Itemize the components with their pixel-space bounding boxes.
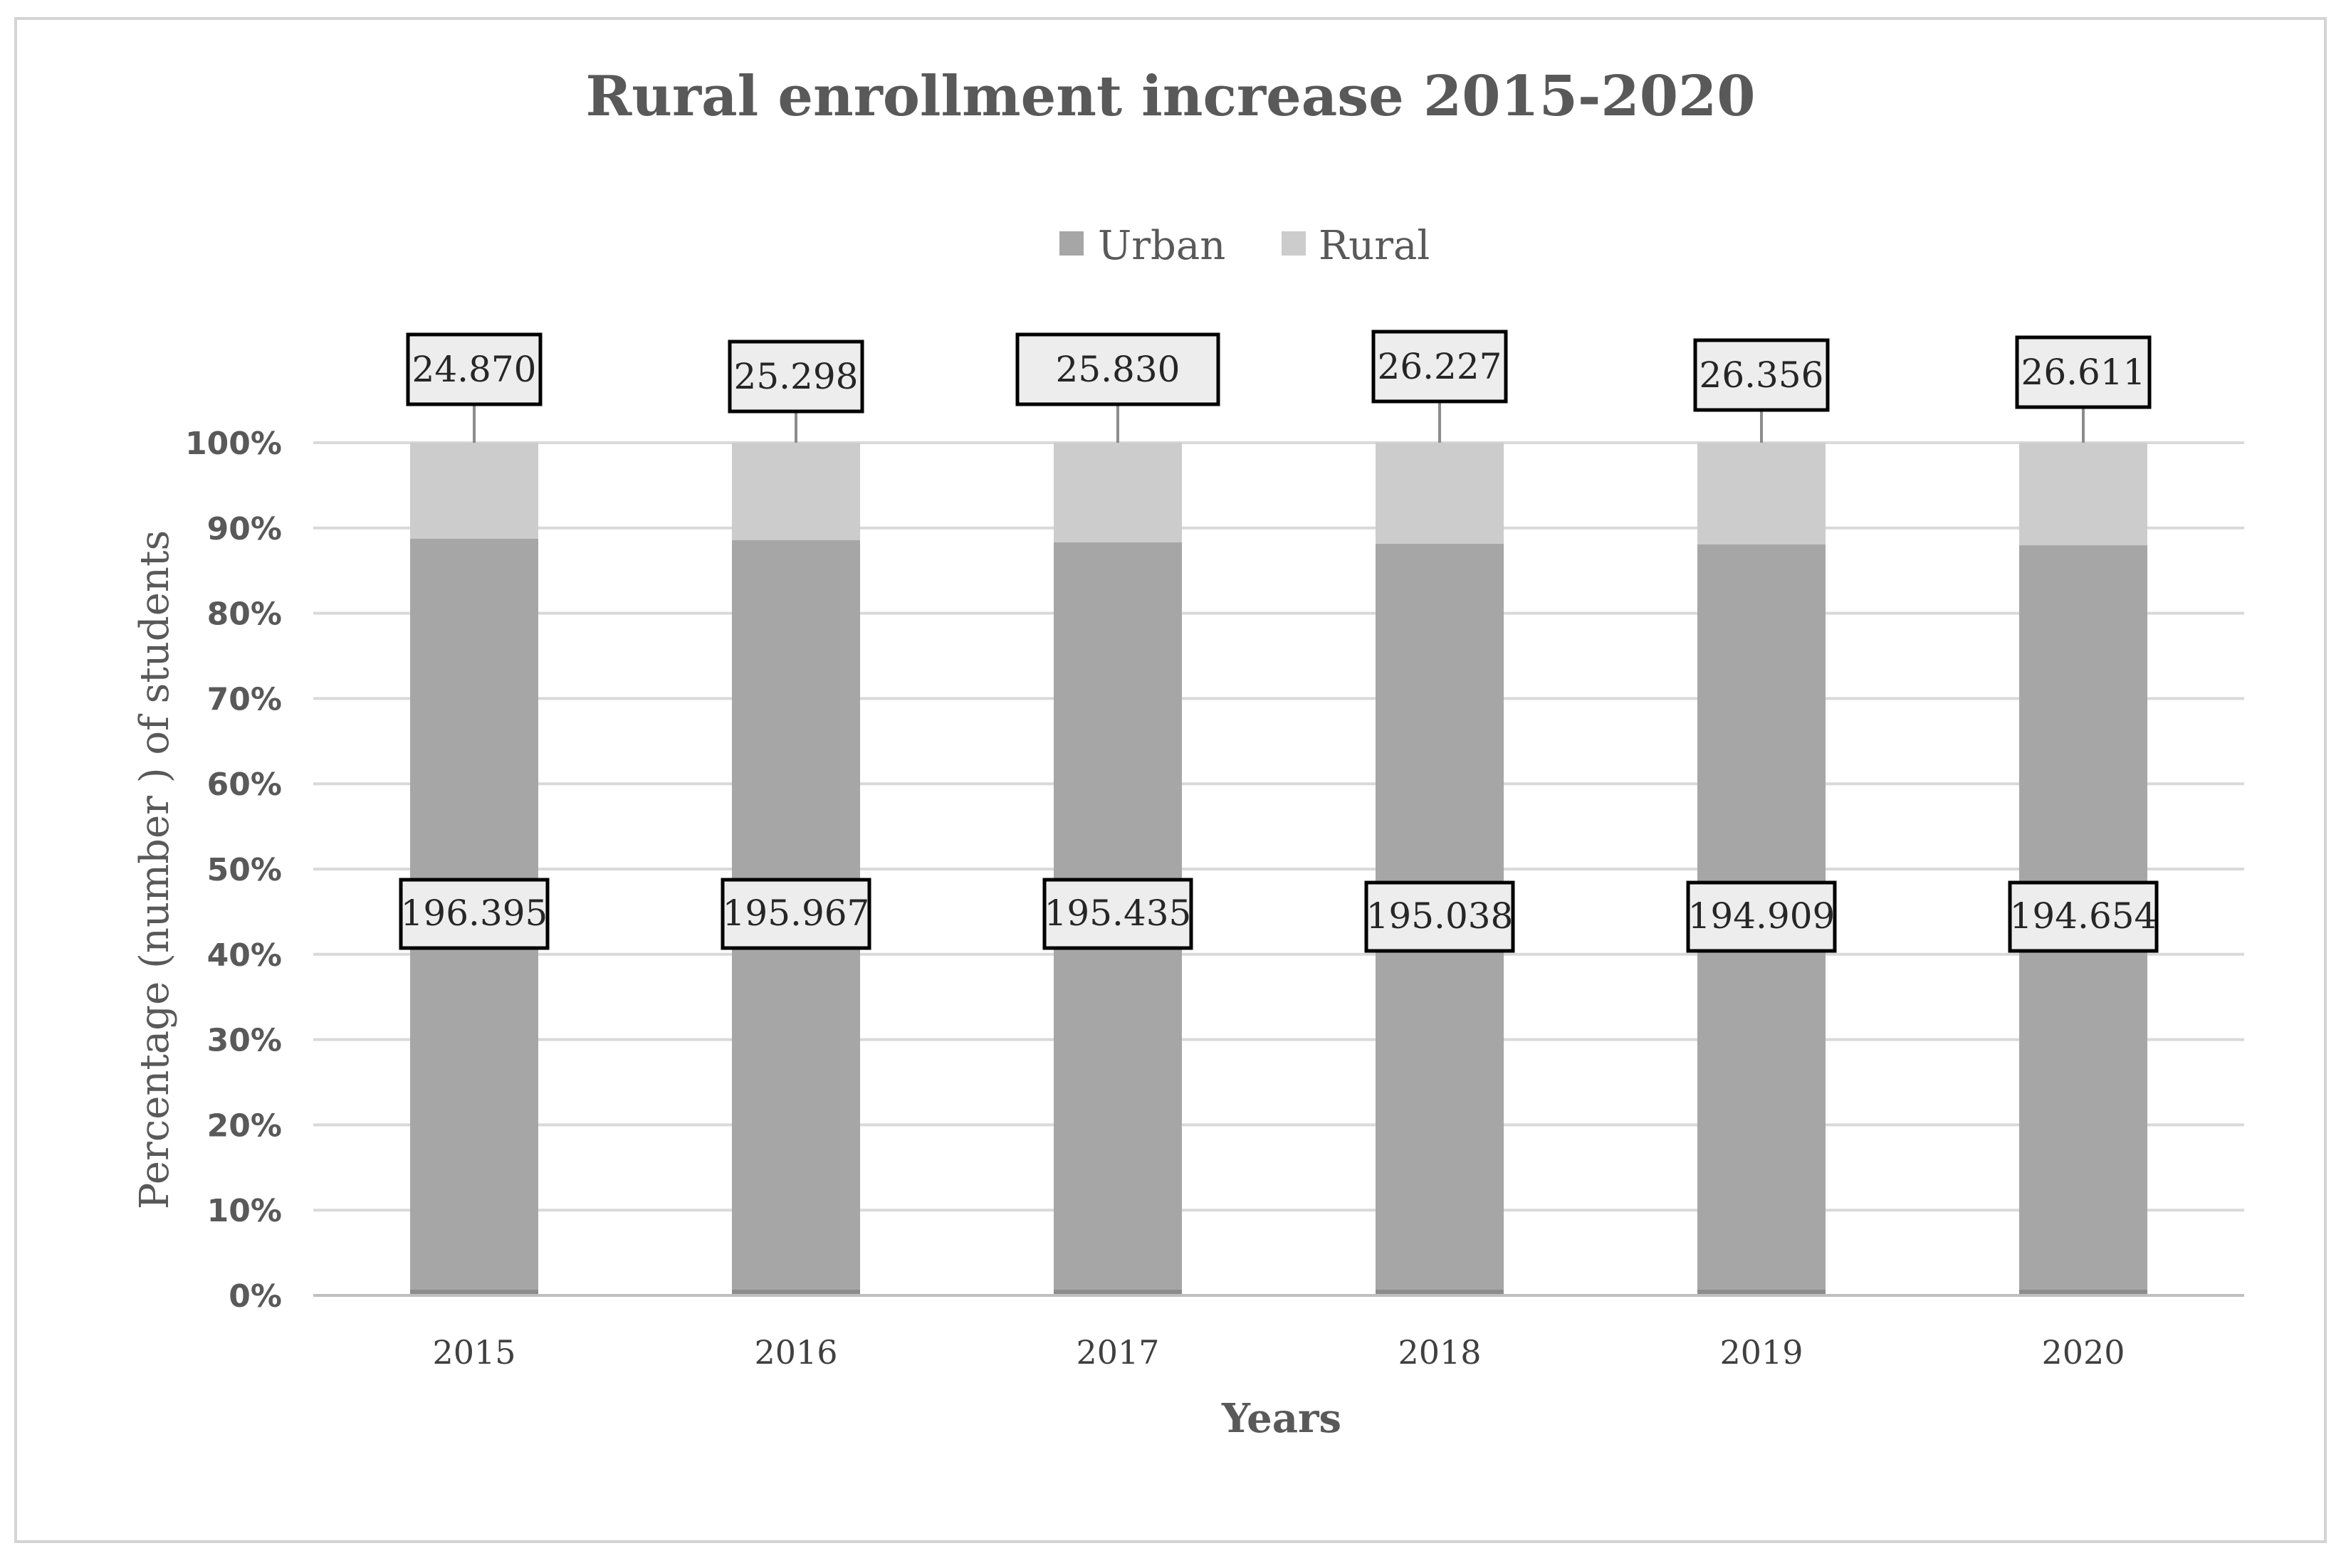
data-label-box-urban-2019 (1686, 880, 1837, 953)
data-label-rural-2018: 26.227 (1378, 346, 1502, 387)
bar-base-2016 (732, 1290, 860, 1295)
y-tick-label: 30% (207, 1023, 282, 1059)
data-label-box-urban-2017 (1042, 878, 1193, 950)
legend-label-urban: Urban (1098, 223, 1225, 269)
legend-label-rural: Rural (1319, 223, 1430, 269)
y-tick-label: 0% (229, 1278, 282, 1315)
data-label-urban-2018: 195.038 (1366, 895, 1514, 937)
legend: Urban Rural (1059, 223, 1430, 269)
legend-swatch-urban (1059, 231, 1084, 256)
bar-rural-2018 (1376, 443, 1504, 544)
y-tick-label: 80% (207, 596, 282, 633)
bar-rural-2016 (732, 443, 860, 540)
data-label-urban-2016: 195.967 (723, 893, 870, 934)
y-tick-label: 70% (207, 681, 282, 717)
data-label-box-urban-2018 (1364, 880, 1515, 953)
data-label-box-urban-2020 (2008, 880, 2159, 953)
y-axis-ticks: 0% 10% 20% 30% 40% 50% 60% 70% 80% 90% 100% (185, 426, 282, 1315)
y-axis-title: Percentage (number ) of students (132, 530, 178, 1209)
data-label-box-urban-2016 (721, 878, 871, 950)
y-tick-label: 50% (207, 852, 282, 888)
y-tick-label: 100% (185, 426, 282, 462)
bar-base-2015 (410, 1290, 538, 1295)
bar-base-2019 (1697, 1290, 1826, 1295)
x-tick-label-2018: 2018 (1398, 1333, 1481, 1372)
data-label-rural-2016: 25.298 (734, 356, 859, 397)
bar-rural-2015 (410, 443, 538, 539)
data-label-urban-2017: 195.435 (1044, 893, 1192, 934)
x-axis-title: Years (1221, 1395, 1341, 1442)
data-label-box-urban-2015 (399, 878, 550, 950)
y-tick-label: 10% (207, 1193, 282, 1229)
x-tick-label-2017: 2017 (1076, 1333, 1159, 1372)
data-label-urban-2015: 196.395 (401, 893, 548, 934)
bar-rural-2020 (2019, 443, 2147, 546)
y-tick-label: 90% (207, 511, 282, 547)
data-label-rural-2015: 24.870 (412, 349, 537, 390)
bar-base-2018 (1376, 1290, 1504, 1295)
x-tick-label-2019: 2019 (1719, 1333, 1803, 1372)
bar-base-2017 (1054, 1290, 1182, 1295)
bar-rural-2017 (1054, 443, 1182, 542)
bar-base-2020 (2019, 1290, 2147, 1295)
x-tick-label-2015: 2015 (432, 1333, 515, 1372)
data-label-box-rural-2018 (1371, 330, 1508, 404)
bar-rural-2019 (1697, 443, 1826, 544)
chart-title: Rural enrollment increase 2015-2020 (585, 64, 1755, 129)
data-label-rural-2017: 25.830 (1056, 349, 1180, 390)
data-label-rural-2019: 26.356 (1700, 354, 1824, 396)
data-label-urban-2020: 194.654 (2010, 895, 2157, 937)
data-label-urban-2019: 194.909 (1688, 895, 1835, 937)
y-tick-label: 20% (207, 1107, 282, 1144)
data-labels: 24.870 196.395 25.298 195.967 25.830 195.435 2… (399, 330, 2159, 953)
x-tick-label-2020: 2020 (2041, 1333, 2125, 1372)
data-label-box-rural-2020 (2015, 335, 2152, 409)
x-axis-ticks: 2015 2016 2017 2018 2019 2020 (313, 1294, 2244, 1372)
data-label-rural-2020: 26.611 (2021, 352, 2146, 393)
data-label-box-rural-2019 (1693, 338, 1830, 412)
y-tick-label: 60% (207, 767, 282, 803)
data-label-box-rural-2015 (406, 332, 543, 406)
y-tick-label: 40% (207, 937, 282, 974)
x-tick-label-2016: 2016 (754, 1333, 837, 1372)
legend-swatch-rural (1282, 231, 1306, 256)
data-label-box-rural-2017 (1015, 332, 1220, 406)
data-label-box-rural-2016 (728, 340, 864, 414)
